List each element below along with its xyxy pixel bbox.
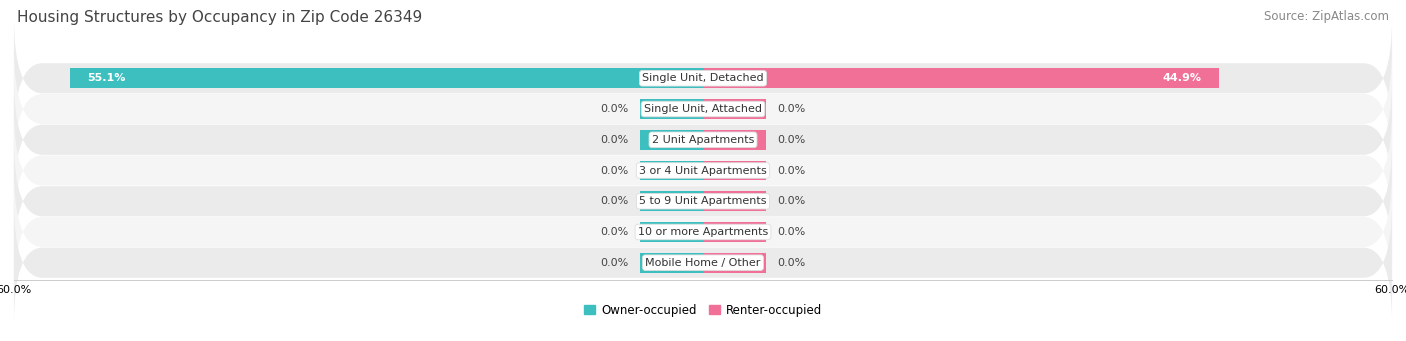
Bar <box>703 222 766 242</box>
Text: 0.0%: 0.0% <box>778 196 806 206</box>
Text: 0.0%: 0.0% <box>600 258 628 268</box>
Text: 0.0%: 0.0% <box>600 104 628 114</box>
Text: 3 or 4 Unit Apartments: 3 or 4 Unit Apartments <box>640 165 766 176</box>
Text: 5 to 9 Unit Apartments: 5 to 9 Unit Apartments <box>640 196 766 206</box>
Text: 0.0%: 0.0% <box>778 135 806 145</box>
Text: Single Unit, Detached: Single Unit, Detached <box>643 73 763 83</box>
FancyBboxPatch shape <box>14 170 1392 294</box>
FancyBboxPatch shape <box>14 47 1392 171</box>
Text: 0.0%: 0.0% <box>600 227 628 237</box>
FancyBboxPatch shape <box>14 139 1392 263</box>
FancyBboxPatch shape <box>14 109 1392 232</box>
Bar <box>70 68 703 88</box>
Legend: Owner-occupied, Renter-occupied: Owner-occupied, Renter-occupied <box>579 299 827 322</box>
Bar <box>640 253 703 273</box>
Text: 0.0%: 0.0% <box>778 258 806 268</box>
Text: Housing Structures by Occupancy in Zip Code 26349: Housing Structures by Occupancy in Zip C… <box>17 10 422 25</box>
FancyBboxPatch shape <box>14 201 1392 325</box>
Bar <box>640 161 703 180</box>
Text: Single Unit, Attached: Single Unit, Attached <box>644 104 762 114</box>
Text: 0.0%: 0.0% <box>778 227 806 237</box>
Bar <box>703 253 766 273</box>
Text: 2 Unit Apartments: 2 Unit Apartments <box>652 135 754 145</box>
Bar <box>703 191 766 211</box>
Bar <box>640 99 703 119</box>
Bar <box>703 130 766 150</box>
Bar <box>703 68 1219 88</box>
Bar <box>703 99 766 119</box>
Text: 55.1%: 55.1% <box>87 73 127 83</box>
Text: 44.9%: 44.9% <box>1163 73 1201 83</box>
FancyBboxPatch shape <box>14 78 1392 202</box>
Bar <box>640 222 703 242</box>
Text: 10 or more Apartments: 10 or more Apartments <box>638 227 768 237</box>
Text: 0.0%: 0.0% <box>778 165 806 176</box>
Bar <box>703 161 766 180</box>
FancyBboxPatch shape <box>14 16 1392 140</box>
Text: 0.0%: 0.0% <box>778 104 806 114</box>
Text: Source: ZipAtlas.com: Source: ZipAtlas.com <box>1264 10 1389 23</box>
Bar <box>640 130 703 150</box>
Text: 0.0%: 0.0% <box>600 135 628 145</box>
Text: 0.0%: 0.0% <box>600 165 628 176</box>
Bar <box>640 191 703 211</box>
Text: 0.0%: 0.0% <box>600 196 628 206</box>
Text: Mobile Home / Other: Mobile Home / Other <box>645 258 761 268</box>
